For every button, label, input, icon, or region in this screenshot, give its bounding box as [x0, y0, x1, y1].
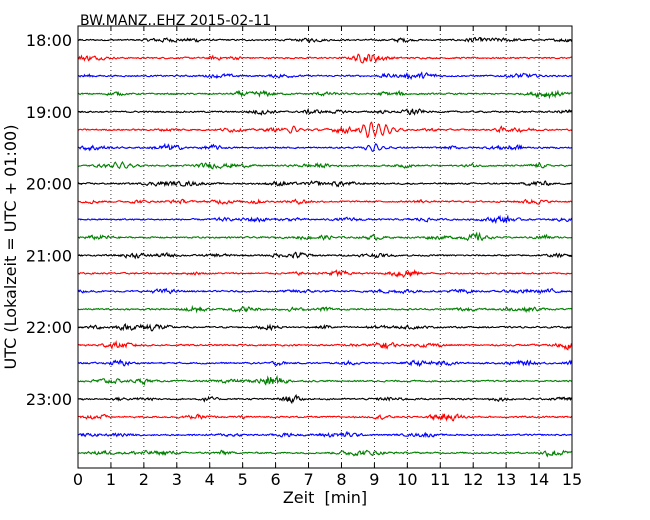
trace-line: [77, 180, 573, 188]
trace-line: [77, 374, 573, 386]
trace-line: [78, 36, 573, 44]
y-tick-label: 19:00: [26, 103, 72, 122]
x-tick-label: 14: [529, 470, 549, 489]
x-tick-label: 0: [73, 470, 83, 489]
x-tick-label: 15: [562, 470, 582, 489]
trace-line: [77, 304, 573, 314]
trace-line: [77, 231, 573, 242]
trace-line: [77, 268, 573, 278]
x-tick-label: 13: [496, 470, 516, 489]
traces: [77, 36, 573, 458]
trace-line: [77, 198, 573, 206]
y-tick-label: 23:00: [26, 390, 72, 409]
x-tick-label: 8: [336, 470, 346, 489]
x-tick-label: 5: [238, 470, 248, 489]
x-tick-label: 2: [139, 470, 149, 489]
x-tick-label: 9: [369, 470, 379, 489]
x-tick-label: 6: [271, 470, 281, 489]
trace-line: [77, 340, 573, 351]
y-tick-label: 21:00: [26, 246, 72, 265]
trace-line: [77, 394, 573, 405]
trace-line: [77, 53, 573, 64]
x-tick-label: 4: [205, 470, 215, 489]
trace-line: [77, 121, 573, 139]
y-tick-label: 20:00: [26, 175, 72, 194]
trace-line: [77, 413, 573, 422]
y-tick-label: 18:00: [26, 31, 72, 50]
x-tick-label: 10: [397, 470, 417, 489]
plot-frame: [77, 25, 573, 469]
x-axis: 0 1 2 3 4 5 6 7 8 9 10 11 12 13 14 15: [73, 26, 582, 489]
trace-line: [77, 430, 573, 438]
trace-line: [77, 322, 573, 332]
x-axis-label: Zeit [min]: [283, 488, 367, 507]
x-tick-label: 7: [303, 470, 313, 489]
trace-line: [77, 107, 573, 116]
trace-line: [77, 251, 573, 260]
y-axis: 18:00 19:00 20:00 21:00 22:00 23:00: [26, 31, 572, 409]
trace-line: [77, 71, 573, 80]
x-tick-label: 1: [106, 470, 116, 489]
trace-line: [77, 287, 573, 295]
trace-line: [77, 214, 573, 225]
x-tick-label: 11: [430, 470, 450, 489]
x-tick-label: 12: [463, 470, 483, 489]
trace-line: [77, 161, 573, 170]
grid-lines: [110, 26, 540, 468]
trace-line: [77, 142, 573, 152]
chart-title: BW.MANZ..EHZ 2015-02-11: [80, 13, 271, 29]
trace-line: [77, 449, 573, 458]
trace-line: [77, 89, 573, 100]
y-tick-label: 22:00: [26, 318, 72, 337]
trace-line: [77, 358, 573, 368]
y-axis-label: UTC (Lokalzeit = UTC + 01:00): [1, 125, 20, 370]
x-tick-label: 3: [172, 470, 182, 489]
